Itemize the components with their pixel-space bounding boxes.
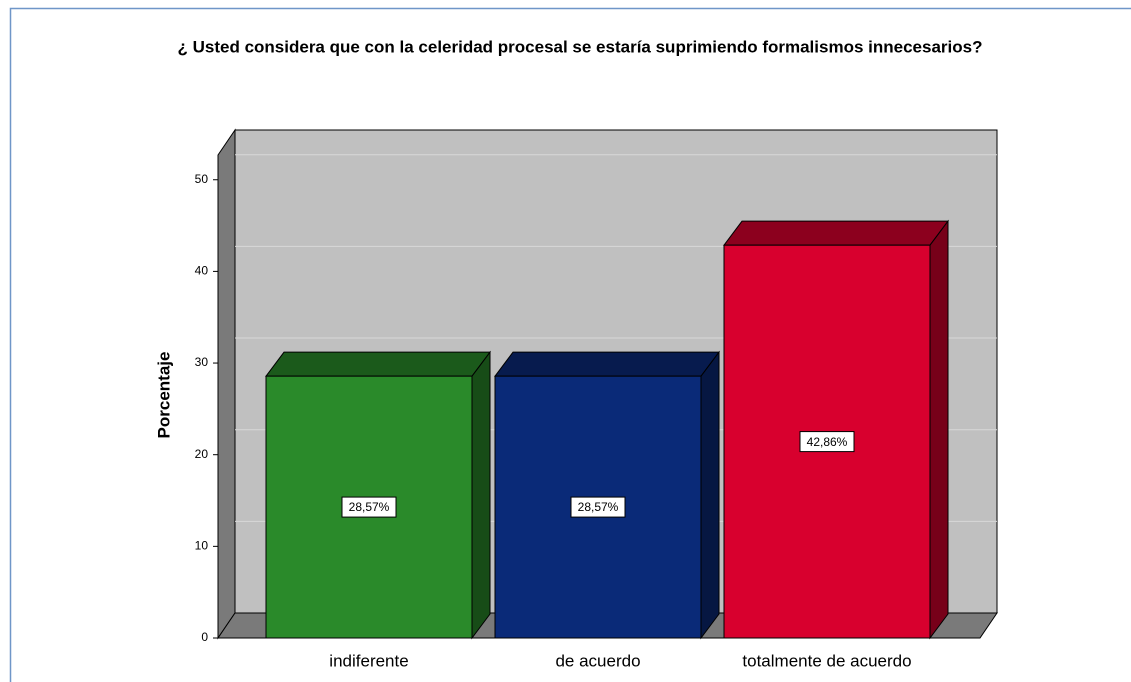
y-tick-label: 10 bbox=[195, 539, 209, 553]
value-label: 42,86% bbox=[807, 435, 848, 449]
bar-side bbox=[929, 219, 949, 640]
value-label-box bbox=[341, 496, 397, 518]
bar-side bbox=[700, 350, 720, 640]
x-tick-label: de acuerdo bbox=[555, 651, 640, 670]
y-tick-label: 20 bbox=[195, 447, 209, 461]
bar-side bbox=[471, 350, 491, 640]
bar-top bbox=[265, 351, 491, 377]
value-label: 28,57% bbox=[578, 500, 619, 514]
value-label: 28,57% bbox=[349, 500, 390, 514]
side-wall bbox=[217, 128, 236, 640]
frame bbox=[9, 7, 1131, 682]
y-tick-label: 50 bbox=[195, 172, 209, 186]
x-tick-label: totalmente de acuerdo bbox=[742, 651, 911, 670]
x-tick-label: indiferente bbox=[329, 651, 408, 670]
bar-top bbox=[494, 351, 720, 377]
y-axis-label: Porcentaje bbox=[154, 352, 173, 439]
value-label-box bbox=[570, 496, 626, 518]
chart-title: ¿ Usted considera que con la celeridad p… bbox=[178, 37, 983, 56]
value-label-box bbox=[799, 431, 855, 453]
y-tick-label: 30 bbox=[195, 355, 209, 369]
y-tick-label: 40 bbox=[195, 264, 209, 278]
y-tick-label: 0 bbox=[201, 630, 208, 644]
bar-top bbox=[723, 220, 949, 246]
